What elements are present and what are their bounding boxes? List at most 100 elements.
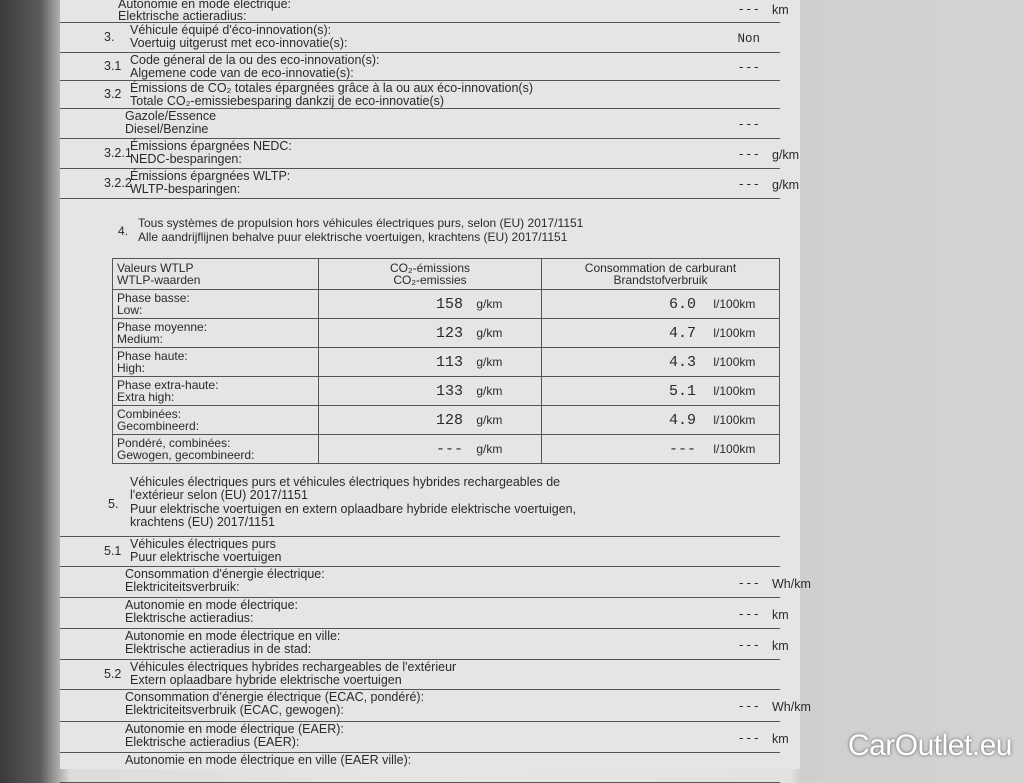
header-co2: CO₂-émissions CO₂-emissies [318, 258, 542, 290]
section-4-heading: Tous systèmes de propulsion hors véhicul… [138, 216, 583, 244]
watermark-logo: CarOutlet.eu [847, 729, 1013, 762]
list-item: 3.2.2 Émissions épargnées WLTP: WLTP-bes… [60, 168, 799, 199]
phase-cell: Phase haute: High: [112, 347, 319, 377]
label-fr: Autonomie en mode électrique en ville: [125, 629, 341, 643]
value: Non [737, 32, 760, 46]
co2-cell: --- g/km [318, 434, 542, 464]
co2-cell: 123 g/km [318, 318, 542, 348]
section-5-nl2: krachtens (EU) 2017/1151 [130, 515, 275, 529]
value: --- [737, 178, 760, 192]
table-row: Phase moyenne: Medium: 123 g/km 4.7 l/100… [112, 318, 780, 348]
list-item: Autonomie en mode électrique en ville: E… [60, 628, 789, 660]
item-number: 3. [104, 30, 115, 44]
list-item: 3.2 Émissions de CO₂ totales épargnées g… [60, 80, 780, 109]
list-item: Autonomie en mode électrique (EAER): Ele… [60, 721, 789, 753]
label-nl: Totale CO₂-emissiebesparing dankzij de e… [130, 94, 445, 108]
phase-cell: Phase moyenne: Medium: [112, 318, 319, 348]
phase-cell: Phase extra-haute: Extra high: [112, 376, 319, 406]
unit: km [772, 731, 789, 746]
value: --- [737, 607, 760, 622]
label-fr: Véhicules électriques purs [130, 537, 276, 551]
fuel-cell: 4.3 l/100km [541, 347, 780, 377]
label-fr: Véhicules électriques hybrides rechargea… [130, 660, 457, 674]
section-5-heading: 5. Véhicules électriques purs et véhicul… [60, 474, 780, 537]
list-item: 3.1 Code géneral de la ou des eco-innova… [60, 52, 780, 81]
list-item: Autonomie en mode électrique: Elektrisch… [60, 597, 789, 629]
fuel-cell: 6.0 l/100km [541, 289, 780, 319]
item-number: 3.2 [104, 87, 122, 101]
value: --- [737, 638, 760, 653]
item-number: 3.2.1 [104, 146, 132, 160]
value: --- [737, 576, 760, 591]
unit: Wh/km [772, 576, 811, 591]
label-nl: Elektriciteitsverbruik: [125, 580, 240, 594]
label-nl: Elektrische actieradius: [125, 611, 254, 625]
list-item: Consommation d'énergie électrique: Elekt… [60, 566, 811, 598]
value: --- [737, 700, 760, 714]
label-nl: Algemene code van de eco-innovatie(s): [130, 66, 354, 80]
phase-cell: Combinées: Gecombineerd: [112, 405, 319, 435]
label-fr: Véhicule équipé d'éco-innovation(s): [130, 23, 332, 37]
section-5-fr2: l'extérieur selon (EU) 2017/1151 [130, 488, 308, 502]
label-fr: Autonomie en mode électrique: [125, 598, 299, 612]
list-item: 3. Véhicule équipé d'éco-innovation(s): … [60, 22, 780, 53]
phase-cell: Phase basse: Low: [112, 289, 319, 319]
label-fr: Gazole/Essence [125, 109, 217, 123]
top-row: Autonomie en mode électrique: Elektrisch… [60, 0, 789, 23]
value: --- [737, 61, 760, 75]
section-5-num: 5. [108, 497, 119, 511]
label-nl: WLTP-besparingen: [130, 182, 241, 196]
label-nl: Elektrische actieradius: [118, 9, 247, 23]
item-number: 5.2 [104, 667, 122, 681]
co2-cell: 128 g/km [318, 405, 542, 435]
fuel-cell: 4.7 l/100km [541, 318, 780, 348]
label-fr: Autonomie en mode électrique: [118, 0, 292, 11]
label-fr: Émissions épargnées WLTP: [130, 169, 291, 183]
label-nl: Elektrische actieradius (EAER): [125, 735, 300, 749]
unit: g/km [772, 178, 800, 192]
fuel-cell: --- l/100km [541, 434, 780, 464]
value: --- [737, 3, 760, 17]
co2-cell: 133 g/km [318, 376, 542, 406]
table-row: Combinées: Gecombineerd: 128 g/km 4.9 l/1… [112, 405, 780, 435]
unit: km [772, 3, 789, 17]
table-row: Phase extra-haute: Extra high: 133 g/km 5… [112, 376, 780, 406]
label-fr: Code géneral de la ou des eco-innovation… [130, 53, 380, 67]
table-row: Phase basse: Low: 158 g/km 6.0 l/100km [112, 289, 780, 319]
co2-cell: 158 g/km [318, 289, 542, 319]
list-item: 5.2 Véhicules électriques hybrides recha… [60, 659, 780, 690]
unit: km [772, 638, 789, 653]
unit: Wh/km [772, 700, 811, 714]
table-row: Phase haute: High: 113 g/km 4.3 l/100km [112, 347, 780, 377]
label-nl: Diesel/Benzine [125, 122, 209, 136]
value: --- [737, 118, 760, 132]
item-number: 3.2.2 [104, 176, 132, 190]
section-5-nl1: Puur elektrische voertuigen en extern op… [130, 502, 577, 516]
phase-cell: Pondéré, combinées: Gewogen, gecombineerd… [112, 434, 319, 464]
unit: g/km [772, 148, 800, 162]
label-nl: Voertuig uitgerust met eco-innovatie(s): [130, 36, 348, 50]
label-nl: NEDC-besparingen: [130, 152, 242, 166]
list-item: Consommation d'énergie électrique (ECAC,… [60, 689, 811, 722]
label-fr: Autonomie en mode électrique en ville (E… [125, 753, 412, 767]
co2-cell: 113 g/km [318, 347, 542, 377]
section-4-nl: Alle aandrijflijnen behalve puur elektri… [138, 230, 568, 244]
list-item: Gazole/Essence Diesel/Benzine --- [60, 108, 780, 139]
label-fr: Émissions de CO₂ totales épargnées grâce… [130, 81, 533, 95]
section-4-num: 4. [118, 224, 129, 238]
label-nl: Elektriciteitsverbruik (ECAC, gewogen): [125, 703, 344, 717]
label-fr: Consommation d'énergie électrique (ECAC,… [125, 690, 425, 704]
label-nl: Puur elektrische voertuigen [130, 550, 282, 564]
list-item: 5.1 Véhicules électriques purs Puur elek… [60, 536, 780, 567]
header-values: Valeurs WTLP WTLP-waarden [112, 258, 319, 290]
section-4-fr: Tous systèmes de propulsion hors véhicul… [138, 216, 584, 230]
item-number: 5.1 [104, 544, 122, 558]
value: --- [737, 148, 760, 162]
table-row: Pondéré, combinées: Gewogen, gecombineerd… [112, 434, 780, 464]
label-fr: Autonomie en mode électrique (EAER): [125, 722, 344, 736]
label-fr: Consommation d'énergie électrique: [125, 567, 325, 581]
section-5-fr1: Véhicules électriques purs et véhicules … [130, 475, 561, 489]
item-number: 3.1 [104, 59, 122, 73]
label-nl: Extern oplaadbare hybride elektrische vo… [130, 673, 402, 687]
unit: km [772, 607, 789, 622]
